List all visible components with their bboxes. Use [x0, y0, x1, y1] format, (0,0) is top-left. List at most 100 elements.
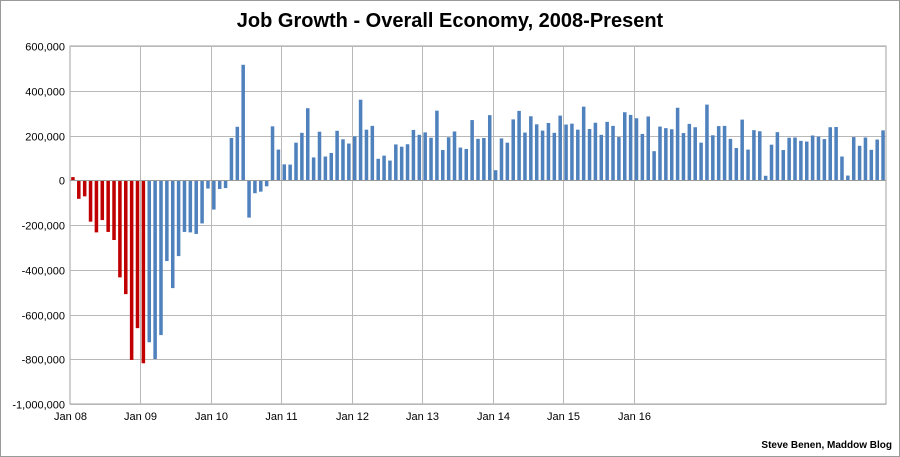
bar	[652, 151, 656, 181]
bar	[540, 130, 545, 181]
bar	[740, 119, 744, 181]
bar	[217, 180, 222, 189]
bar	[241, 64, 245, 181]
x-tick-label: Jan 12	[336, 411, 369, 423]
bar	[270, 126, 275, 181]
bar	[716, 126, 721, 181]
bar	[758, 131, 762, 181]
bar	[170, 180, 175, 289]
bar	[634, 118, 639, 181]
bar	[423, 132, 427, 181]
bar	[300, 132, 304, 181]
bar	[411, 129, 416, 181]
bar	[593, 122, 598, 181]
bar	[259, 180, 263, 192]
bar	[147, 180, 152, 343]
bar	[165, 180, 169, 262]
bar	[816, 136, 821, 181]
bar	[564, 124, 568, 181]
bar	[323, 156, 328, 181]
bar	[534, 124, 539, 181]
bar	[711, 135, 715, 181]
bar	[188, 180, 193, 233]
bar	[799, 140, 803, 181]
bar	[605, 121, 609, 181]
bar	[153, 180, 157, 360]
bar	[781, 150, 786, 181]
x-tick-label: Jan 11	[265, 411, 297, 423]
bar	[693, 127, 697, 181]
bar	[94, 180, 99, 233]
bar	[124, 180, 128, 295]
bar	[834, 127, 838, 181]
bar	[734, 148, 739, 181]
bar	[71, 177, 75, 181]
bar	[458, 147, 463, 181]
bar	[370, 125, 375, 181]
bar	[640, 133, 645, 181]
bar	[587, 129, 592, 181]
bar	[552, 132, 557, 181]
bar	[206, 180, 210, 189]
bar	[623, 112, 627, 181]
x-tick-label: Jan 16	[618, 411, 651, 423]
bar	[511, 119, 515, 181]
y-tick-label: 600,000	[25, 42, 65, 54]
bar	[822, 139, 827, 181]
bar	[487, 115, 492, 181]
bar	[212, 180, 216, 210]
bar	[247, 180, 251, 218]
bar	[100, 180, 105, 221]
bar	[675, 107, 680, 181]
bar	[77, 180, 81, 199]
bar	[417, 134, 422, 181]
bar	[82, 180, 87, 197]
bar	[499, 138, 504, 181]
bar	[470, 120, 474, 181]
bar	[728, 138, 733, 181]
bar	[581, 106, 586, 181]
bar	[223, 180, 228, 189]
bar	[288, 164, 292, 181]
x-tick-label: Jan 10	[195, 411, 228, 423]
bar	[329, 152, 333, 181]
y-tick-label: -600,000	[22, 311, 65, 323]
x-tick-label: Jan 09	[124, 411, 157, 423]
chart-credit: Steve Benen, Maddow Blog	[761, 440, 892, 451]
bar	[646, 116, 650, 181]
bar	[699, 142, 703, 181]
bar	[570, 123, 574, 181]
y-tick-label: 200,000	[25, 132, 65, 144]
bar	[394, 144, 398, 181]
bar	[681, 133, 686, 181]
bar	[722, 125, 727, 181]
bar	[382, 155, 386, 181]
bar	[200, 180, 204, 224]
bar	[505, 142, 510, 181]
bar	[364, 129, 369, 181]
bar	[358, 99, 363, 181]
bar	[282, 164, 287, 181]
bar	[429, 137, 433, 181]
bar	[388, 160, 392, 181]
bar	[106, 180, 110, 232]
bar	[846, 175, 850, 181]
bar	[857, 145, 862, 181]
bar	[763, 175, 768, 181]
bar	[446, 137, 451, 181]
chart-title: Job Growth - Overall Economy, 2008-Prese…	[236, 10, 664, 32]
bar	[529, 116, 533, 181]
bar	[840, 156, 844, 181]
bar	[305, 108, 310, 181]
bar	[517, 110, 521, 181]
bar	[810, 135, 815, 181]
bar	[482, 137, 486, 181]
bar	[88, 180, 93, 222]
x-tick-label: Jan 13	[406, 411, 439, 423]
y-tick-label: -800,000	[22, 355, 65, 367]
bar	[452, 131, 457, 181]
bar	[617, 137, 621, 181]
bar	[435, 110, 439, 181]
bar	[669, 129, 674, 181]
